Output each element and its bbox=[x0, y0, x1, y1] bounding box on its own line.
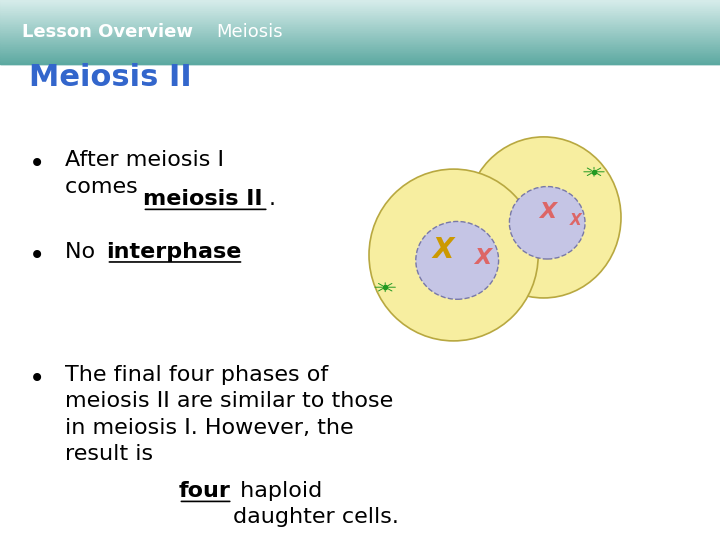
Bar bbox=[0, 60, 720, 61]
Text: four: four bbox=[179, 481, 230, 501]
Bar bbox=[0, 2, 720, 3]
Ellipse shape bbox=[467, 137, 621, 298]
Bar bbox=[0, 62, 720, 63]
Bar bbox=[0, 26, 720, 27]
Bar bbox=[0, 0, 720, 1]
Bar bbox=[0, 53, 720, 54]
Bar bbox=[0, 39, 720, 40]
Bar bbox=[0, 52, 720, 53]
Bar bbox=[0, 43, 720, 44]
Bar bbox=[0, 13, 720, 14]
Bar bbox=[0, 50, 720, 51]
Bar bbox=[0, 34, 720, 35]
Ellipse shape bbox=[510, 186, 585, 259]
Bar bbox=[0, 42, 720, 43]
Bar bbox=[0, 16, 720, 17]
Text: haploid
daughter cells.: haploid daughter cells. bbox=[233, 481, 398, 528]
Bar bbox=[0, 9, 720, 10]
Bar bbox=[0, 18, 720, 19]
Bar bbox=[0, 37, 720, 38]
Bar bbox=[0, 28, 720, 29]
Bar bbox=[0, 7, 720, 8]
Text: X: X bbox=[539, 202, 556, 222]
Bar bbox=[0, 17, 720, 18]
Bar bbox=[0, 32, 720, 33]
Bar bbox=[0, 44, 720, 45]
Bar bbox=[0, 46, 720, 47]
Bar bbox=[0, 30, 720, 31]
Bar bbox=[0, 59, 720, 60]
Bar bbox=[0, 35, 720, 36]
Bar bbox=[0, 22, 720, 23]
Bar bbox=[0, 1, 720, 2]
Bar bbox=[0, 45, 720, 46]
Bar bbox=[0, 51, 720, 52]
Bar bbox=[0, 61, 720, 62]
Bar bbox=[0, 49, 720, 50]
Bar bbox=[0, 31, 720, 32]
Bar bbox=[0, 47, 720, 48]
Bar bbox=[0, 6, 720, 7]
Text: meiosis II: meiosis II bbox=[143, 189, 262, 209]
Bar bbox=[0, 21, 720, 22]
Bar bbox=[0, 33, 720, 34]
Bar bbox=[0, 12, 720, 13]
Text: Meiosis: Meiosis bbox=[216, 23, 283, 41]
Text: X: X bbox=[474, 248, 491, 268]
Text: Lesson Overview: Lesson Overview bbox=[22, 23, 193, 41]
Text: Meiosis II: Meiosis II bbox=[29, 63, 192, 92]
Bar bbox=[0, 11, 720, 12]
Bar bbox=[0, 10, 720, 11]
Bar bbox=[0, 4, 720, 5]
Bar bbox=[0, 20, 720, 21]
Bar bbox=[0, 55, 720, 56]
Bar bbox=[0, 25, 720, 26]
Text: interphase: interphase bbox=[107, 241, 242, 261]
Text: No: No bbox=[65, 241, 102, 261]
Ellipse shape bbox=[369, 169, 539, 341]
Ellipse shape bbox=[416, 221, 498, 299]
Text: .: . bbox=[269, 189, 276, 209]
Bar bbox=[0, 3, 720, 4]
Text: X: X bbox=[432, 235, 454, 264]
Bar bbox=[0, 19, 720, 20]
Bar bbox=[0, 27, 720, 28]
Bar bbox=[0, 29, 720, 30]
Text: •: • bbox=[29, 365, 45, 393]
Bar bbox=[0, 8, 720, 9]
Text: •: • bbox=[29, 150, 45, 178]
Bar bbox=[0, 63, 720, 64]
Bar bbox=[0, 48, 720, 49]
Bar bbox=[0, 40, 720, 41]
Bar bbox=[0, 15, 720, 16]
Bar bbox=[0, 23, 720, 24]
Bar bbox=[0, 41, 720, 42]
Bar bbox=[0, 38, 720, 39]
Text: After meiosis I
comes: After meiosis I comes bbox=[65, 150, 224, 197]
Bar bbox=[0, 36, 720, 37]
Bar bbox=[0, 5, 720, 6]
Bar bbox=[0, 24, 720, 25]
Text: The final four phases of
meiosis II are similar to those
in meiosis I. However, : The final four phases of meiosis II are … bbox=[65, 365, 393, 464]
Text: •: • bbox=[29, 241, 45, 269]
Bar bbox=[0, 56, 720, 57]
Bar bbox=[0, 57, 720, 58]
Bar bbox=[0, 14, 720, 15]
Bar bbox=[0, 54, 720, 55]
Text: X: X bbox=[570, 213, 582, 227]
Bar bbox=[0, 58, 720, 59]
